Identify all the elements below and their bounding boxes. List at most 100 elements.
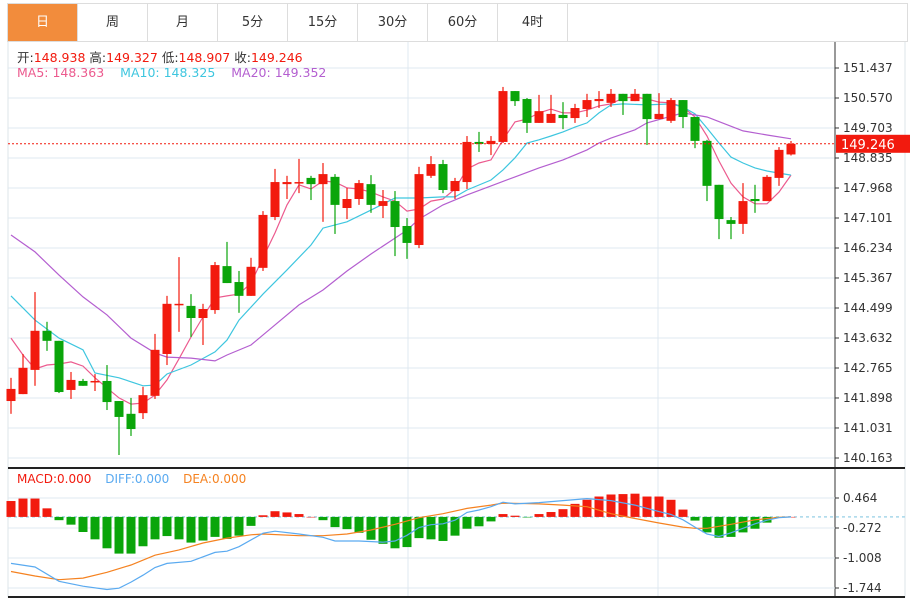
diff-legend-value: DIFF:0.000 [105,472,170,486]
tab-week[interactable]: 周 [78,4,148,41]
macd-bar [186,516,196,543]
price-tick-label: 140.163 [843,451,893,465]
candle [618,93,628,115]
macd-bar [138,516,148,547]
candle-body [642,93,652,120]
candle [678,100,688,129]
candle [354,179,364,205]
candle-body [234,282,244,296]
candle-body [570,108,580,119]
open-value: 148.938 [33,50,86,65]
candle-body [714,184,724,220]
price-tick-label: 146.234 [843,241,893,255]
macd-bar [570,503,580,517]
candle [234,270,244,313]
candle-body [174,303,184,306]
macd-bar [750,516,760,529]
low-label: 低: [161,50,179,65]
macd-bar [222,516,232,539]
macd-bar [366,516,376,540]
candle [486,136,496,156]
candle [258,211,268,271]
macd-bar [678,509,688,517]
macd-bar [618,494,628,517]
macd-bar [666,499,676,517]
candle [126,397,136,436]
price-tick-label: 148.835 [843,151,893,165]
candle [594,91,604,109]
ma-legend: MA5: 148.363 MA10: 148.325 MA20: 149.352 [17,65,326,80]
candle [114,401,124,455]
candle [522,97,532,133]
macd-bar [726,516,736,537]
candle [66,371,76,399]
candle-body [438,164,448,191]
price-tick-label: 141.031 [843,421,893,435]
candle [690,117,700,149]
dea-line [10,502,792,581]
macd-bar [198,516,208,541]
high-label: 高: [89,50,107,65]
candle-body [750,199,760,202]
candle-body [54,340,64,393]
candle [474,131,484,152]
candle [198,303,208,345]
tab-30min[interactable]: 30分 [358,4,428,41]
candle [294,158,304,194]
macd-bar [426,516,436,540]
ma20-line [10,112,792,362]
candle-body [738,201,748,224]
macd-bar [162,516,172,537]
tab-day[interactable]: 日 [8,4,78,41]
period-tabs: 日 周 月 5分 15分 30分 60分 4时 [7,3,908,42]
price-tick-label: 149.703 [843,121,893,135]
candle [558,102,568,130]
candle-body [774,149,784,178]
macd-legend: MACD:0.000 DIFF:0.000 DEA:0.000 [17,472,246,486]
tab-15min[interactable]: 15分 [288,4,358,41]
candle-body [306,177,316,185]
ma10-legend: MA10: 148.325 [120,65,216,80]
candle-body [318,174,328,185]
macd-bar [126,516,136,554]
candle-body [18,367,28,395]
candle [246,257,256,296]
candle [102,365,112,411]
macd-bar [714,516,724,538]
candle-body [330,176,340,205]
price-tick-label: 151.437 [843,61,893,75]
tab-4hour[interactable]: 4时 [498,4,568,41]
macd-tick-label: -1.008 [843,551,882,565]
ma10-line [10,103,792,387]
candle [786,140,796,156]
candle [138,386,148,420]
candle [450,177,460,200]
candle [546,94,556,123]
close-value: 149.246 [250,50,303,65]
macd-bar [174,516,184,540]
tab-60min[interactable]: 60分 [428,4,498,41]
candle [762,175,772,202]
chart-frame [7,39,906,598]
candle-body [630,93,640,102]
candle-body [522,99,532,123]
candle [666,97,676,123]
macd-bar [534,514,544,517]
candle-body [474,141,484,145]
candle [6,377,16,414]
candle [534,94,544,123]
candle [330,174,340,234]
macd-bar [90,516,100,540]
candle [78,378,88,386]
tab-5min[interactable]: 5分 [218,4,288,41]
candle-body [390,201,400,228]
price-tick-label: 147.968 [843,181,893,195]
tab-month[interactable]: 月 [148,4,218,41]
candle [438,159,448,194]
candle-body [558,114,568,119]
candle [426,156,436,178]
candle [750,184,760,213]
candle-body [414,174,424,246]
price-tick-label: 142.765 [843,361,893,375]
